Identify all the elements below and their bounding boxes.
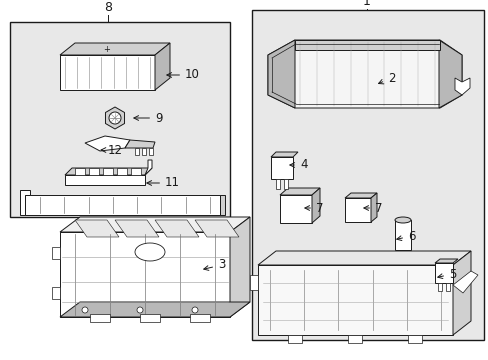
Polygon shape — [65, 175, 145, 185]
Polygon shape — [249, 275, 258, 290]
Polygon shape — [280, 188, 319, 195]
Polygon shape — [452, 251, 470, 335]
Ellipse shape — [394, 217, 410, 223]
Polygon shape — [220, 195, 224, 215]
Polygon shape — [103, 168, 113, 175]
Text: 9: 9 — [134, 112, 162, 125]
Polygon shape — [394, 220, 410, 250]
Polygon shape — [454, 78, 469, 95]
Circle shape — [109, 112, 121, 124]
Polygon shape — [90, 314, 110, 322]
Polygon shape — [145, 160, 152, 175]
Polygon shape — [445, 283, 449, 291]
Polygon shape — [135, 148, 139, 155]
Polygon shape — [258, 265, 452, 335]
Text: 11: 11 — [146, 176, 180, 189]
Polygon shape — [284, 179, 287, 189]
Polygon shape — [75, 220, 119, 237]
Bar — [251, 10, 483, 340]
Polygon shape — [437, 283, 441, 291]
Polygon shape — [142, 148, 146, 155]
Circle shape — [137, 307, 142, 313]
Text: +: + — [103, 45, 110, 54]
Text: 7: 7 — [363, 202, 382, 215]
Text: 5: 5 — [437, 267, 455, 280]
Polygon shape — [60, 55, 155, 90]
Polygon shape — [25, 195, 220, 215]
Polygon shape — [140, 314, 160, 322]
Polygon shape — [267, 40, 461, 108]
Polygon shape — [275, 179, 280, 189]
Polygon shape — [105, 107, 124, 129]
Polygon shape — [60, 232, 229, 317]
Polygon shape — [115, 220, 159, 237]
Polygon shape — [345, 198, 370, 222]
Polygon shape — [195, 220, 239, 237]
Polygon shape — [347, 335, 361, 343]
Polygon shape — [155, 43, 170, 90]
Polygon shape — [280, 195, 311, 223]
Circle shape — [192, 307, 198, 313]
Text: 10: 10 — [166, 68, 200, 81]
Polygon shape — [438, 40, 461, 108]
Polygon shape — [60, 302, 249, 317]
Ellipse shape — [135, 243, 164, 261]
Polygon shape — [434, 259, 457, 263]
Text: 2: 2 — [378, 72, 395, 85]
Text: 7: 7 — [304, 202, 323, 215]
Polygon shape — [131, 168, 141, 175]
Polygon shape — [370, 193, 376, 222]
Text: 6: 6 — [396, 230, 415, 243]
Polygon shape — [452, 271, 477, 293]
Text: 8: 8 — [104, 1, 112, 14]
Polygon shape — [258, 251, 470, 265]
Circle shape — [82, 307, 88, 313]
Polygon shape — [60, 217, 249, 232]
Polygon shape — [20, 190, 30, 215]
Polygon shape — [85, 136, 130, 151]
Polygon shape — [287, 335, 302, 343]
Polygon shape — [149, 148, 153, 155]
Polygon shape — [434, 263, 452, 283]
Polygon shape — [155, 220, 199, 237]
Text: 1: 1 — [362, 0, 370, 8]
Polygon shape — [125, 140, 155, 148]
Polygon shape — [407, 335, 421, 343]
Polygon shape — [89, 168, 99, 175]
Polygon shape — [270, 157, 292, 179]
Polygon shape — [229, 217, 249, 317]
Polygon shape — [311, 188, 319, 223]
Polygon shape — [75, 168, 85, 175]
Polygon shape — [60, 43, 170, 55]
Polygon shape — [267, 40, 294, 108]
Bar — [10, 22, 229, 217]
Text: 4: 4 — [289, 158, 307, 171]
Polygon shape — [190, 314, 209, 322]
Polygon shape — [52, 287, 60, 299]
Text: 3: 3 — [203, 258, 225, 271]
Polygon shape — [52, 247, 60, 259]
Polygon shape — [294, 40, 439, 50]
Polygon shape — [65, 168, 152, 175]
Polygon shape — [270, 152, 297, 157]
Text: 12: 12 — [101, 144, 123, 157]
Polygon shape — [345, 193, 376, 198]
Polygon shape — [117, 168, 127, 175]
